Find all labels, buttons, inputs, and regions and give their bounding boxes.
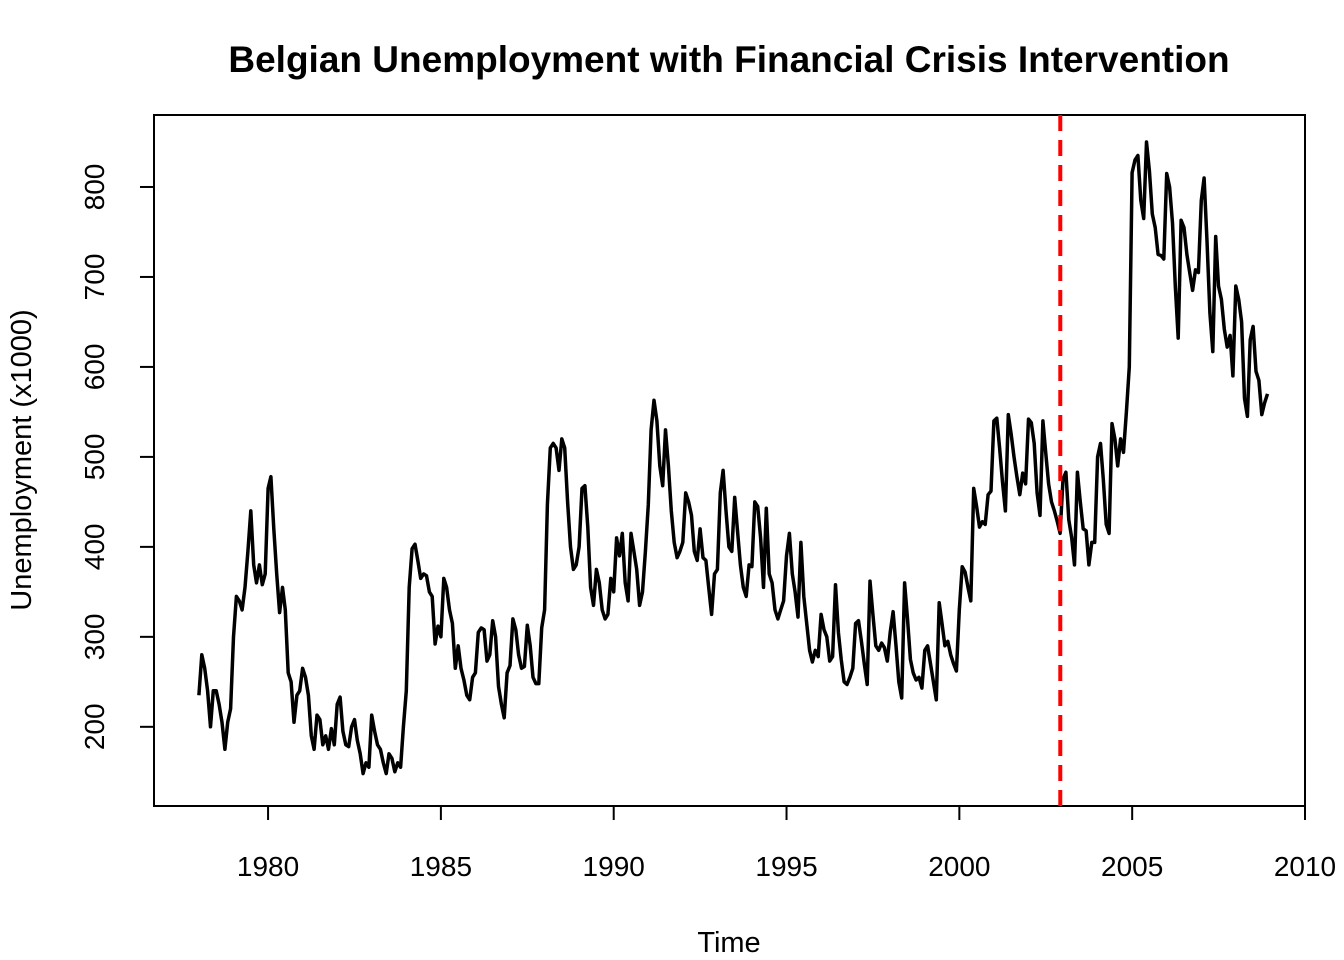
x-tick-label: 2000 [928,851,990,882]
y-tick-label: 200 [79,703,110,750]
y-tick-label: 500 [79,434,110,481]
x-tick-label: 1985 [410,851,472,882]
x-tick-label: 1980 [237,851,299,882]
y-tick-label: 400 [79,524,110,571]
y-axis: 200 300 400 500 600 700 800 [79,164,154,750]
x-tick-label: 1995 [755,851,817,882]
y-tick-label: 300 [79,613,110,660]
x-tick-label: 1990 [583,851,645,882]
y-tick-label: 600 [79,344,110,391]
chart-title: Belgian Unemployment with Financial Cris… [228,39,1229,80]
plot-frame [153,114,1306,807]
y-tick-label: 800 [79,164,110,211]
x-tick-label: 2010 [1274,851,1336,882]
series-line [197,140,1270,776]
y-axis-label: Unemployment (x1000) [6,309,38,610]
x-tick-label: 2005 [1101,851,1163,882]
x-axis: 1980 1985 1990 1995 2000 2005 2010 [237,806,1336,882]
x-axis-label: Time [697,927,760,959]
series-group [197,140,1270,776]
y-tick-label: 700 [79,254,110,301]
